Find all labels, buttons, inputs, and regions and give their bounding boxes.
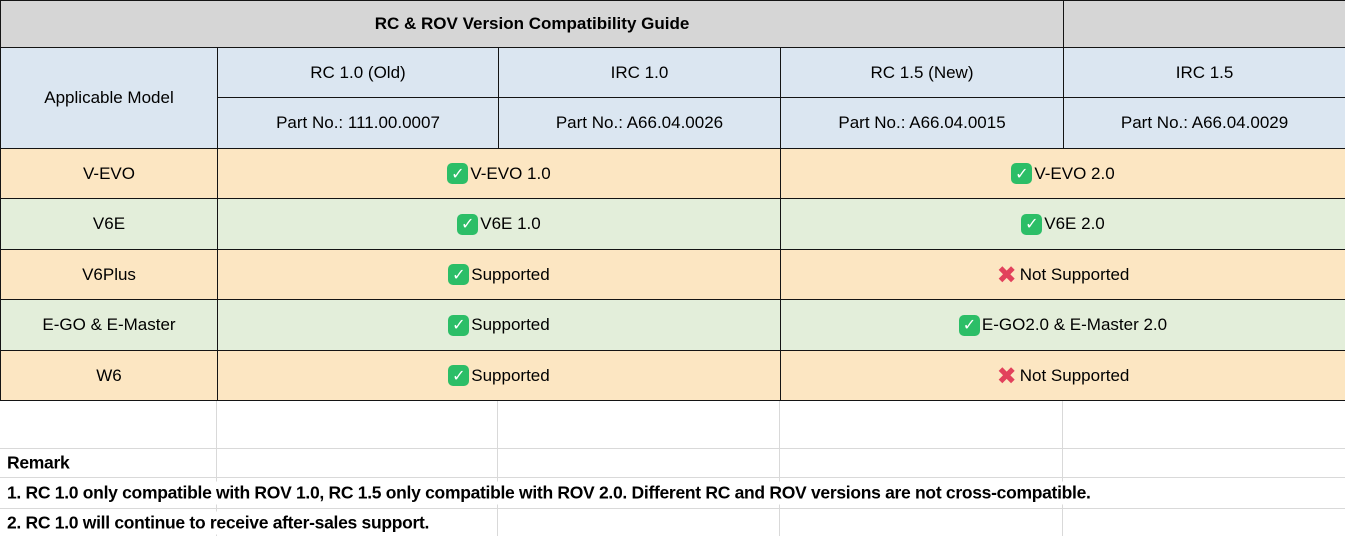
support-label: Not Supported — [1019, 365, 1130, 385]
part-no-rc-1-0: Part No.: 111.00.0007 — [217, 97, 499, 149]
version-header-row: Applicable Model RC 1.0 (Old) IRC 1.0 RC… — [0, 47, 1345, 149]
support-cell-e-go-new: E-GO2.0 & E-Master 2.0 — [779, 299, 1345, 351]
part-number-row: Part No.: 111.00.0007 Part No.: A66.04.0… — [1, 97, 1345, 149]
table-row-v-evo: V-EVO V-EVO 1.0 V-EVO 2.0 — [0, 148, 1345, 199]
applicable-model-header-cell: Applicable Model — [0, 47, 218, 149]
support-label: V6E 2.0 — [1044, 214, 1105, 233]
cross-icon — [997, 263, 1017, 287]
support-cell-w6-new: Not Supported — [779, 350, 1345, 401]
remark-item-row: 1. RC 1.0 only compatible with ROV 1.0, … — [0, 478, 1345, 509]
support-cell-v-evo-old: V-EVO 1.0 — [217, 148, 781, 199]
check-icon — [447, 163, 469, 184]
model-cell-v-evo: V-EVO — [0, 148, 218, 199]
table-row-w6: W6 Supported Not Supported — [0, 350, 1345, 401]
grid-vline — [216, 401, 217, 536]
check-icon — [457, 213, 479, 235]
support-cell-v-evo-new: V-EVO 2.0 — [779, 148, 1345, 199]
model-cell-v6plus: V6Plus — [0, 249, 218, 300]
version-header-irc-1-0: IRC 1.0 — [498, 47, 781, 98]
check-icon — [448, 264, 470, 285]
support-cell-v6e-new: V6E 2.0 — [779, 198, 1345, 250]
check-icon — [448, 314, 470, 336]
remark-heading: Remark — [0, 451, 78, 475]
table-row-v6plus: V6Plus Supported Not Supported — [0, 249, 1345, 300]
table-row-v6e: V6E V6E 1.0 V6E 2.0 — [0, 198, 1345, 250]
check-icon — [448, 365, 470, 386]
remark-item-row: 2. RC 1.0 will continue to receive after… — [0, 509, 1345, 536]
support-cell-v6plus-old: Supported — [217, 249, 781, 300]
table-row-e-go-e-master: E-GO & E-Master Supported E-GO2.0 & E-Ma… — [0, 299, 1345, 351]
support-label: V6E 1.0 — [480, 214, 541, 233]
support-label: V-EVO 2.0 — [1034, 163, 1115, 183]
table-title: RC & ROV Version Compatibility Guide — [0, 0, 1065, 48]
support-label: Supported — [471, 365, 550, 385]
check-icon — [1011, 163, 1033, 184]
check-icon — [1021, 213, 1043, 235]
support-cell-v6e-old: V6E 1.0 — [217, 198, 781, 250]
part-no-rc-1-5: Part No.: A66.04.0015 — [779, 97, 1065, 149]
remark-item-2: 2. RC 1.0 will continue to receive after… — [0, 511, 438, 534]
support-label: Not Supported — [1019, 264, 1130, 284]
title-row-spacer-cell — [1063, 0, 1345, 48]
grid-vline — [1062, 401, 1063, 536]
support-cell-w6-old: Supported — [217, 350, 781, 401]
grid-vline — [497, 401, 498, 536]
support-label: V-EVO 1.0 — [470, 163, 551, 183]
model-cell-e-go-e-master: E-GO & E-Master — [0, 299, 218, 351]
support-cell-e-go-old: Supported — [217, 299, 781, 351]
empty-grid-row — [0, 401, 1345, 449]
version-header-rc-1-5: RC 1.5 (New) — [779, 47, 1065, 98]
cross-icon — [997, 364, 1017, 388]
compatibility-table: RC & ROV Version Compatibility Guide App… — [0, 0, 1345, 401]
title-row: RC & ROV Version Compatibility Guide — [0, 0, 1345, 48]
version-header-irc-1-5: IRC 1.5 — [1063, 47, 1345, 98]
remark-item-1: 1. RC 1.0 only compatible with ROV 1.0, … — [0, 481, 1099, 505]
remark-heading-row: Remark — [0, 449, 1345, 478]
model-cell-w6: W6 — [0, 350, 218, 401]
part-no-irc-1-0: Part No.: A66.04.0026 — [498, 97, 781, 149]
remark-section: Remark 1. RC 1.0 only compatible with RO… — [0, 401, 1345, 536]
support-label: Supported — [471, 264, 550, 284]
support-cell-v6plus-new: Not Supported — [779, 249, 1345, 300]
model-cell-v6e: V6E — [0, 198, 218, 250]
check-icon — [958, 314, 980, 336]
grid-vline — [779, 401, 780, 536]
part-no-irc-1-5: Part No.: A66.04.0029 — [1063, 97, 1345, 149]
version-header-rc-1-0: RC 1.0 (Old) — [217, 47, 499, 98]
support-label: E-GO2.0 & E-Master 2.0 — [981, 315, 1168, 334]
support-label: Supported — [471, 315, 550, 334]
